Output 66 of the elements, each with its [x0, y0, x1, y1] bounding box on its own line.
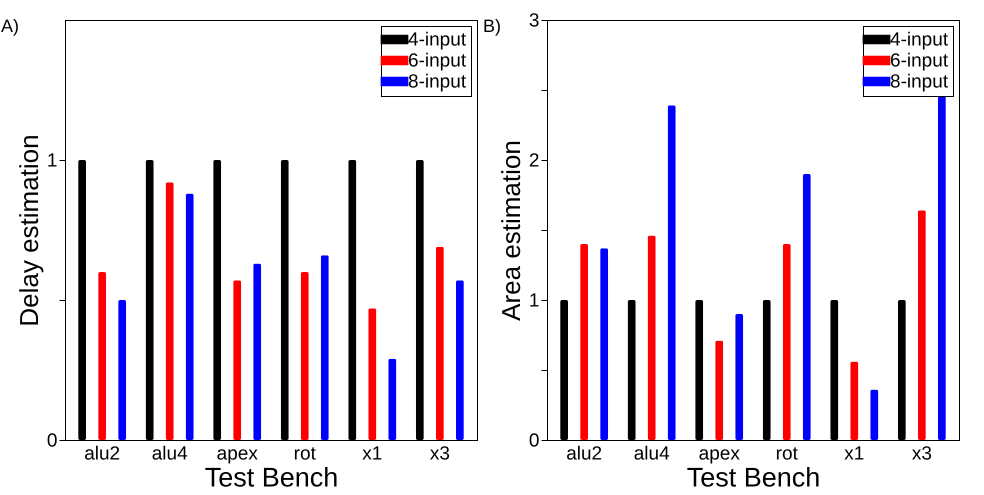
bar [560, 300, 568, 440]
x-tick-label: alu4 [152, 444, 188, 464]
x-tick-label: alu4 [634, 444, 670, 464]
y-axis-title: Area estimation [496, 140, 526, 321]
x-tick-label: alu2 [566, 444, 602, 464]
bar [918, 210, 926, 440]
bar [233, 280, 242, 440]
text: A) [1, 16, 19, 36]
bar [648, 236, 656, 440]
bar [802, 174, 811, 440]
x-axis-title: Test Bench [204, 462, 338, 492]
x-tick-label: x3 [912, 444, 932, 464]
bar [368, 308, 376, 440]
bar [388, 358, 396, 440]
y-tick-label: 2 [528, 150, 540, 172]
y-tick-label: 1 [528, 290, 540, 312]
bar [78, 160, 86, 440]
x-axis-title: Test Bench [686, 462, 820, 492]
x-tick-label: x3 [430, 444, 450, 464]
bar [668, 105, 676, 440]
bar [580, 244, 588, 440]
bar [186, 194, 194, 440]
x-tick-label: x1 [362, 444, 382, 464]
bar [628, 300, 636, 440]
bar [166, 182, 174, 440]
bar [280, 160, 289, 440]
y-tick-label: 1 [46, 150, 58, 172]
x-tick-label: alu2 [84, 444, 120, 464]
text: B) [483, 16, 501, 36]
bar [715, 340, 724, 440]
bar [348, 160, 356, 440]
bar [118, 300, 126, 440]
bar [98, 272, 106, 440]
y-tick-label: 3 [528, 10, 540, 32]
y-tick-label: 0 [46, 430, 58, 452]
bar [300, 272, 309, 440]
bar [830, 300, 838, 440]
bar [600, 248, 608, 440]
bar [762, 300, 771, 440]
bar [898, 300, 906, 440]
bar [850, 362, 858, 440]
bar [436, 246, 444, 440]
legend-label: 6-input [408, 50, 467, 72]
bar [782, 244, 791, 440]
bar [938, 96, 946, 440]
x-tick-label: rot [294, 444, 317, 464]
legend-label: 4-input [890, 30, 949, 50]
legend-label: 8-input [408, 72, 467, 92]
bar [253, 264, 262, 440]
bar [735, 314, 744, 440]
x-tick-label: apex [216, 444, 258, 464]
y-axis-title: Delay estimation [14, 134, 44, 327]
x-tick-label: x1 [844, 444, 864, 464]
legend-label: 8-input [890, 72, 949, 92]
y-tick-label: 0 [528, 430, 540, 452]
bar [213, 160, 222, 440]
x-tick-label: apex [698, 444, 740, 464]
legend-label: 6-input [890, 50, 949, 72]
bar [416, 160, 424, 440]
legend-label: 4-input [408, 30, 467, 50]
bar [146, 160, 154, 440]
bar [456, 280, 464, 440]
bar [320, 255, 329, 440]
bar [695, 300, 704, 440]
bar [870, 390, 878, 440]
x-tick-label: rot [776, 444, 799, 464]
